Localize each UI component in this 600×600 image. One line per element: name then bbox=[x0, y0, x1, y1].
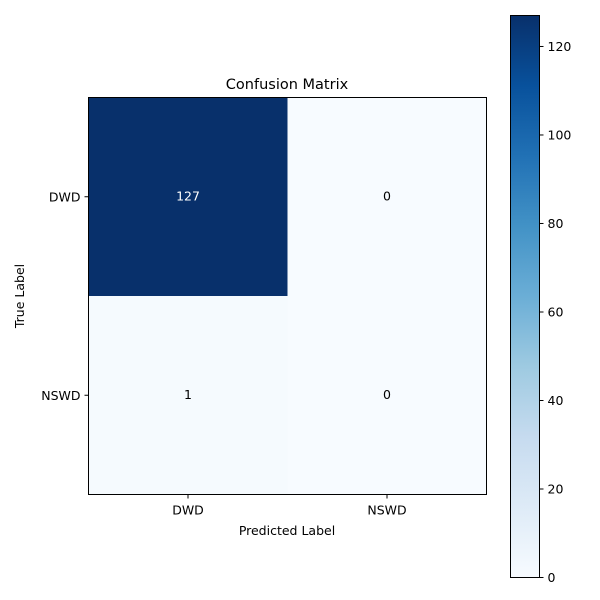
x-tick-label: DWD bbox=[172, 503, 204, 518]
cell-value-label: 1 bbox=[184, 387, 192, 402]
heatmap-cells bbox=[88, 97, 487, 495]
heatmap-cell-labels: 127 0 1 0 bbox=[176, 188, 391, 402]
colorbar-tick-label: 40 bbox=[548, 393, 564, 408]
heatmap-cell bbox=[88, 296, 288, 495]
plot-frame bbox=[88, 97, 487, 495]
heatmap-cell bbox=[287, 97, 487, 296]
cell-value-label: 0 bbox=[383, 387, 391, 402]
colorbar-ticks: 0 20 40 60 80 100 120 bbox=[539, 39, 572, 585]
colorbar-tick-label: 80 bbox=[548, 216, 564, 231]
colorbar-tick-label: 20 bbox=[548, 481, 564, 496]
chart-title: Confusion Matrix bbox=[226, 77, 349, 93]
y-tick-label: DWD bbox=[49, 189, 81, 204]
cell-value-label: 0 bbox=[383, 188, 391, 203]
y-tick-label: NSWD bbox=[41, 388, 80, 403]
colorbar-tick-label: 120 bbox=[548, 39, 572, 54]
colorbar-tick-label: 100 bbox=[548, 127, 572, 142]
y-axis-label: True Label bbox=[12, 264, 27, 329]
x-axis-ticks: DWD NSWD bbox=[172, 494, 407, 518]
y-axis-ticks: DWD NSWD bbox=[41, 189, 89, 403]
colorbar bbox=[510, 15, 540, 578]
x-tick-label: NSWD bbox=[367, 503, 406, 518]
cell-value-label: 127 bbox=[176, 188, 200, 203]
colorbar-tick-label: 60 bbox=[548, 304, 564, 319]
colorbar-tick-label: 0 bbox=[548, 570, 556, 585]
x-axis-label: Predicted Label bbox=[239, 523, 335, 538]
heatmap-cell bbox=[88, 97, 288, 296]
heatmap-cell bbox=[287, 296, 487, 495]
